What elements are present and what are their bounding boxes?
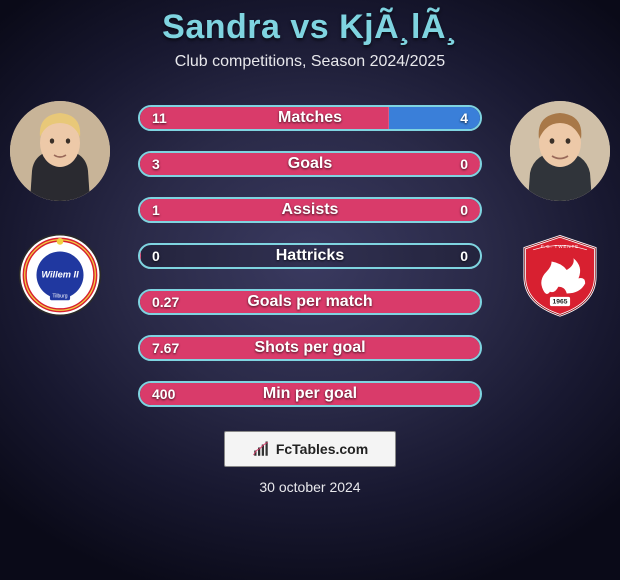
stats-container: Matches114Goals30Assists10Hattricks00Goa… [138, 95, 482, 417]
stat-bar-left [140, 245, 141, 267]
stat-bar-left [140, 383, 480, 405]
stat-bar-left [140, 337, 480, 359]
chart-icon [252, 440, 270, 458]
stat-bar-left [140, 153, 480, 175]
stat-row: Goals per match0.27 [138, 279, 482, 325]
page-title: Sandra vs KjÃ¸lÃ¸ [162, 8, 458, 47]
stat-bar-track [138, 151, 482, 177]
player-right-avatar [510, 101, 610, 201]
club-left-crest: Willem II Tilburg [18, 233, 102, 317]
club-left-svg: Willem II Tilburg [18, 233, 102, 317]
avatar-left-svg [10, 101, 110, 201]
stat-row: Goals30 [138, 141, 482, 187]
stat-bar-track [138, 289, 482, 315]
stat-bar-track [138, 335, 482, 361]
page-subtitle: Club competitions, Season 2024/2025 [175, 53, 445, 71]
stat-bar-track [138, 243, 482, 269]
stat-bar-left [140, 291, 480, 313]
svg-text:F.C. TWENTE: F.C. TWENTE [541, 244, 579, 249]
club-right-crest: 1965 F.C. TWENTE [518, 233, 602, 317]
stat-bar-left [140, 107, 389, 129]
stat-row: Matches114 [138, 95, 482, 141]
avatar-right-svg [510, 101, 610, 201]
stat-bar-track [138, 381, 482, 407]
date-label: 30 october 2024 [259, 479, 360, 495]
stat-row: Min per goal400 [138, 371, 482, 417]
stat-bar-track [138, 105, 482, 131]
stats-area: Willem II Tilburg 1965 F.C. TWENTE Match… [0, 95, 620, 417]
club-left-text: Willem II [41, 270, 79, 280]
club-right-year: 1965 [553, 299, 568, 306]
footer-badge[interactable]: FcTables.com [224, 431, 396, 467]
stat-row: Assists10 [138, 187, 482, 233]
player-left-avatar [10, 101, 110, 201]
stat-row: Hattricks00 [138, 233, 482, 279]
stat-bar-track [138, 197, 482, 223]
club-left-subtext: Tilburg [52, 294, 67, 300]
stat-row: Shots per goal7.67 [138, 325, 482, 371]
content: Sandra vs KjÃ¸lÃ¸ Club competitions, Sea… [0, 0, 620, 580]
footer-label: FcTables.com [276, 441, 368, 457]
stat-bar-right [389, 107, 480, 129]
stat-bar-left [140, 199, 480, 221]
club-right-svg: 1965 F.C. TWENTE [518, 233, 602, 317]
